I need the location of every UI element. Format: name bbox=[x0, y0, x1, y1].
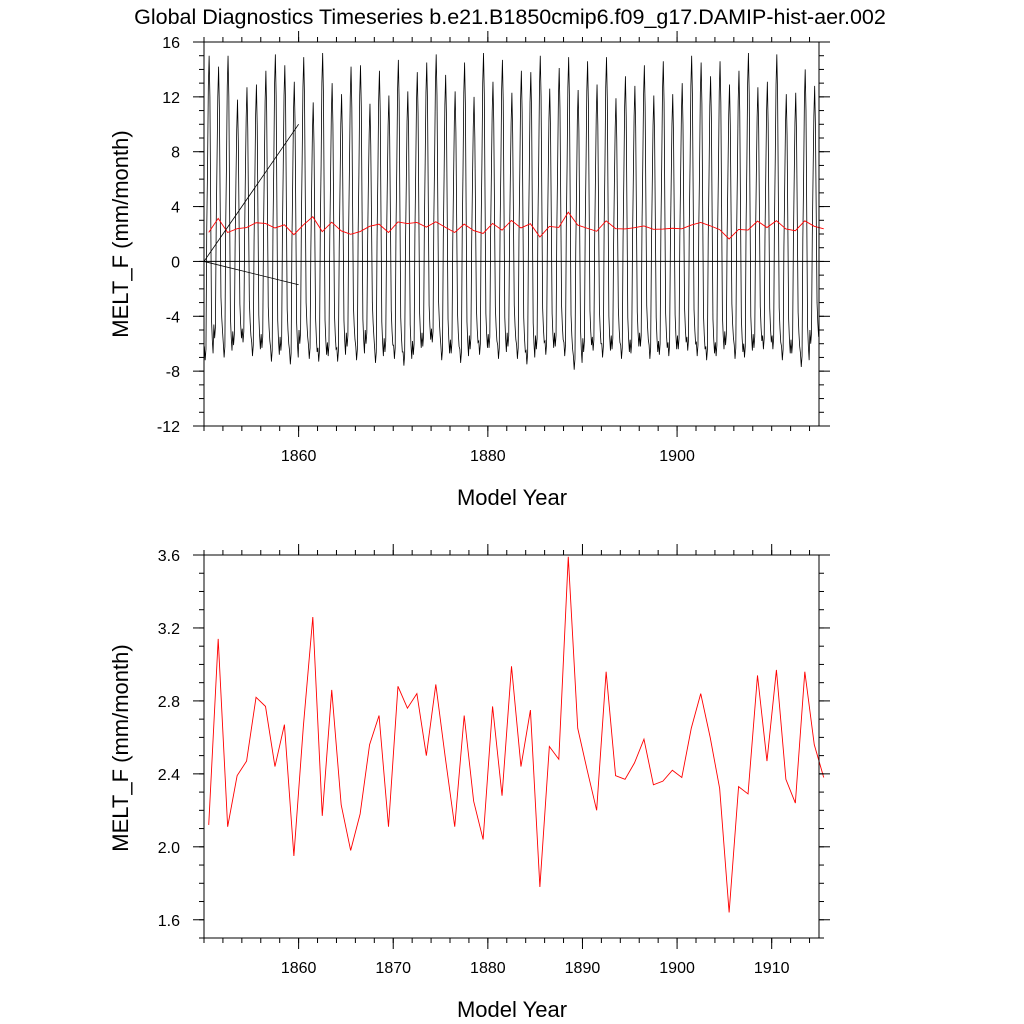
annual-mean-chart: 1860 1870 1880 1890 1900 1910 1.6 2.0 2.4 2.8 3.2 3… bbox=[108, 544, 830, 1022]
chart-1-y-tick-label: 0 bbox=[171, 254, 180, 271]
chart-2-tick-labels: 1860 1870 1880 1890 1900 1910 1.6 2.0 2.4 2.8 3.2 3… bbox=[158, 548, 790, 977]
chart-2-y-axis-label: MELT_F (mm/month) bbox=[108, 644, 133, 851]
chart-1-x-axis-label: Model Year bbox=[457, 485, 567, 510]
monthly-series-line bbox=[203, 52, 820, 370]
chart-1-y-axis-label: MELT_F (mm/month) bbox=[108, 130, 133, 337]
chart-1-y-tick-label: 16 bbox=[162, 35, 180, 52]
chart-2-x-tick-label: 1890 bbox=[565, 960, 601, 977]
chart-2-ticks bbox=[193, 544, 830, 949]
chart-1-y-tick-label: 12 bbox=[162, 90, 180, 107]
chart-1-ticks bbox=[193, 31, 830, 437]
figure-title: Global Diagnostics Timeseries b.e21.B185… bbox=[134, 5, 886, 29]
trend-line-lower bbox=[203, 261, 299, 286]
chart-1-series-layer bbox=[203, 52, 824, 370]
chart-1-y-tick-label: 8 bbox=[171, 145, 180, 162]
chart-2-plot-frame bbox=[203, 554, 820, 939]
chart-1-x-tick-label: 1880 bbox=[470, 448, 506, 465]
chart-2-y-tick-label: 1.6 bbox=[158, 913, 180, 930]
chart-2-x-tick-label: 1900 bbox=[659, 960, 695, 977]
chart-1-y-tick-label: -4 bbox=[166, 309, 180, 326]
chart-2-x-tick-label: 1910 bbox=[754, 960, 790, 977]
chart-2-x-tick-label: 1870 bbox=[375, 960, 411, 977]
chart-2-y-tick-label: 3.6 bbox=[158, 548, 180, 565]
chart-2-y-tick-label: 2.4 bbox=[158, 767, 180, 784]
chart-2-x-tick-label: 1860 bbox=[281, 960, 317, 977]
monthly-timeseries-chart: 1860 1880 1900 -12 -8 -4 0 4 8 12 16 Model Year ME… bbox=[108, 31, 830, 510]
annual-mean-overlay-line bbox=[208, 211, 824, 240]
chart-2-series-layer bbox=[208, 556, 825, 913]
chart-2-y-tick-label: 3.2 bbox=[158, 621, 180, 638]
chart-2-x-tick-label: 1880 bbox=[470, 960, 506, 977]
chart-2-y-tick-label: 2.0 bbox=[158, 840, 180, 857]
annual-mean-series-line bbox=[208, 556, 825, 913]
chart-1-y-tick-label: -12 bbox=[157, 419, 180, 436]
chart-1-y-tick-label: 4 bbox=[171, 200, 180, 217]
chart-1-x-tick-label: 1900 bbox=[659, 448, 695, 465]
chart-1-tick-labels: 1860 1880 1900 -12 -8 -4 0 4 8 12 16 bbox=[157, 35, 695, 465]
chart-2-y-tick-label: 2.8 bbox=[158, 694, 180, 711]
chart-1-x-tick-label: 1860 bbox=[281, 448, 317, 465]
trend-line-upper bbox=[203, 124, 299, 262]
chart-2-x-axis-label: Model Year bbox=[457, 997, 567, 1022]
chart-1-y-tick-label: -8 bbox=[166, 364, 180, 381]
